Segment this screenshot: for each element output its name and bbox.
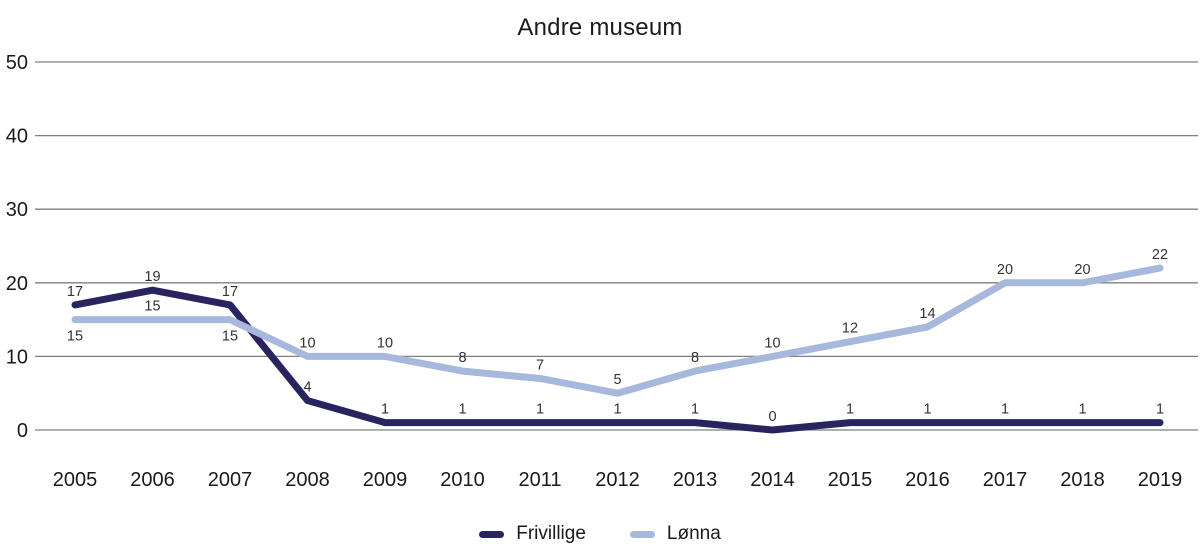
data-label: 1 <box>1001 402 1009 418</box>
x-axis-tick-label: 2005 <box>53 469 98 491</box>
chart-legend: Frivillige Lønna <box>0 523 1200 545</box>
x-axis-tick-label: 2019 <box>1138 469 1183 491</box>
data-label: 1 <box>536 402 544 418</box>
x-axis-tick-label: 2007 <box>208 469 253 491</box>
legend-item-frivillige: Frivillige <box>479 523 586 545</box>
y-axis-tick-label: 40 <box>6 126 28 148</box>
y-axis-tick-label: 0 <box>17 420 28 442</box>
y-axis-tick-label: 50 <box>6 52 28 74</box>
line-frivillige <box>71 286 1164 434</box>
chart-title: Andre museum <box>517 14 683 41</box>
data-label: 15 <box>144 299 160 315</box>
x-axis-tick-label: 2014 <box>750 469 795 491</box>
legend-swatch-icon <box>629 530 655 538</box>
data-label: 1 <box>613 402 621 418</box>
data-label: 1 <box>458 402 466 418</box>
y-axis-tick-label: 30 <box>6 199 28 221</box>
line-lønna <box>71 264 1164 397</box>
x-axis-tick-label: 2006 <box>130 469 175 491</box>
data-label: 0 <box>768 409 776 425</box>
data-label: 8 <box>458 350 466 366</box>
data-label: 1 <box>1078 402 1086 418</box>
data-label: 22 <box>1152 247 1168 263</box>
legend-label: Lønna <box>666 523 721 544</box>
x-axis-tick-label: 2013 <box>673 469 718 491</box>
data-label: 10 <box>377 335 393 351</box>
legend-swatch-icon <box>479 530 505 538</box>
data-label: 19 <box>144 269 160 285</box>
y-axis-tick-label: 20 <box>6 273 28 295</box>
legend-item-lønna: Lønna <box>629 523 721 545</box>
data-label: 1 <box>1156 402 1164 418</box>
data-label: 20 <box>1074 262 1090 278</box>
x-axis-tick-label: 2018 <box>1060 469 1105 491</box>
data-label: 20 <box>997 262 1013 278</box>
data-label: 1 <box>381 402 389 418</box>
data-label: 15 <box>222 329 238 345</box>
data-label: 1 <box>846 402 854 418</box>
y-axis-tick-label: 10 <box>6 346 28 368</box>
x-axis-tick-label: 2016 <box>905 469 950 491</box>
data-label: 17 <box>67 284 83 300</box>
data-label: 7 <box>536 357 544 373</box>
data-label: 1 <box>923 402 931 418</box>
x-axis-tick-label: 2012 <box>595 469 640 491</box>
data-label: 15 <box>67 329 83 345</box>
data-label: 10 <box>764 335 780 351</box>
data-label: 12 <box>842 321 858 337</box>
data-label: 8 <box>691 350 699 366</box>
data-label: 5 <box>613 372 621 388</box>
data-label: 17 <box>222 284 238 300</box>
x-axis-tick-label: 2009 <box>363 469 408 491</box>
legend-label: Frivillige <box>516 523 586 544</box>
data-label: 1 <box>691 402 699 418</box>
x-axis-tick-label: 2017 <box>983 469 1028 491</box>
data-label: 4 <box>303 380 311 396</box>
x-axis-tick-label: 2008 <box>285 469 330 491</box>
x-axis-tick-label: 2015 <box>828 469 873 491</box>
x-axis-tick-label: 2011 <box>518 469 561 491</box>
data-label: 10 <box>299 335 315 351</box>
data-label: 14 <box>919 306 935 322</box>
x-axis-tick-label: 2010 <box>440 469 485 491</box>
